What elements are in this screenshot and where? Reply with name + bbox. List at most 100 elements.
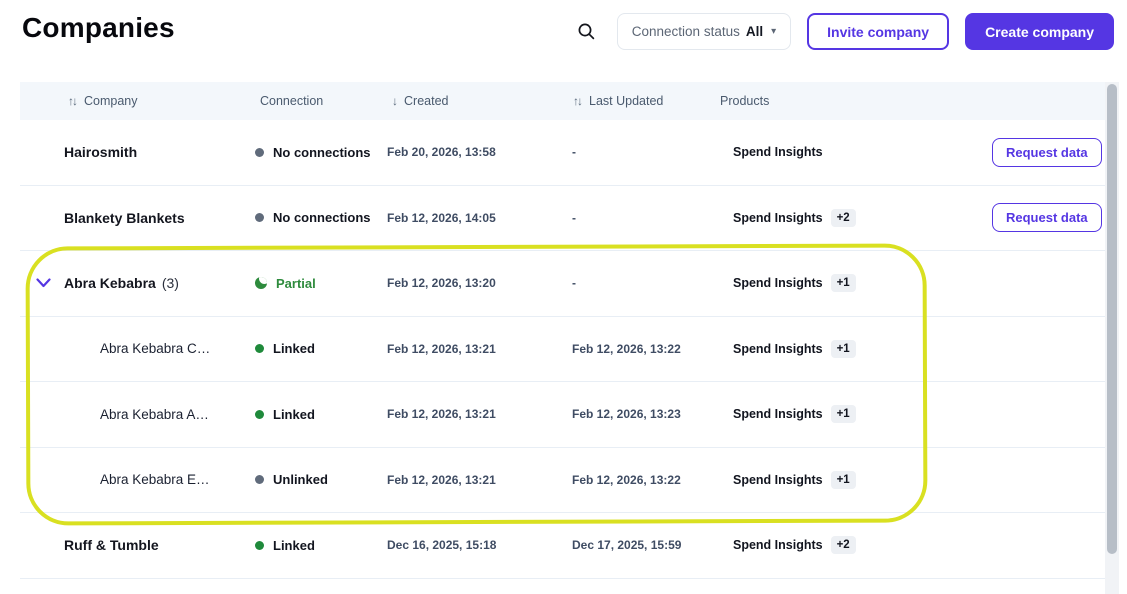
company-name[interactable]: Blankety Blankets [64, 209, 185, 226]
column-label: Connection [260, 94, 324, 108]
product-label: Spend Insights [733, 472, 823, 487]
company-name[interactable]: Abra Kebabra (3) [64, 251, 179, 316]
filter-label: Connection status [631, 24, 740, 39]
company-name-text: Abra Kebabra [64, 275, 156, 292]
products-cell: Spend Insights +1 [733, 251, 856, 316]
chevron-down-icon [35, 278, 51, 288]
sort-both-icon[interactable]: ↑↓ [68, 94, 78, 108]
products-cell: Spend Insights [733, 120, 823, 185]
products-extra-badge: +1 [830, 274, 856, 293]
products-cell: Spend Insights +2 [733, 186, 856, 251]
connection-status: No connections [255, 186, 371, 251]
products-cell: Spend Insights +1 [733, 448, 856, 513]
sort-desc-icon[interactable]: ↓ [392, 94, 398, 108]
created-date: Feb 20, 2026, 13:58 [387, 145, 496, 160]
sort-both-icon[interactable]: ↑↓ [573, 94, 583, 108]
company-name[interactable]: Abra Kebabra A… [100, 406, 209, 422]
status-dot-icon [255, 147, 264, 157]
connection-status: Linked [255, 513, 315, 578]
search-button[interactable] [573, 18, 601, 46]
column-header-products: Products [720, 82, 769, 120]
products-extra-badge: +1 [830, 339, 856, 358]
table-row-abra-kebabra-a[interactable]: Abra Kebabra A… Linked Feb 12, 2026, 13:… [20, 382, 1105, 448]
table-row-abra-kebabra-c[interactable]: Abra Kebabra C… Linked Feb 12, 2026, 13:… [20, 316, 1105, 382]
status-dot-icon [255, 409, 264, 419]
connection-status: Linked [255, 317, 315, 382]
product-label: Spend Insights [733, 407, 823, 422]
status-label: Unlinked [273, 472, 328, 488]
status-label: Linked [273, 341, 315, 357]
status-label: No connections [273, 144, 371, 160]
company-name[interactable]: Abra Kebabra E… [100, 472, 210, 488]
action-cell: Request data [992, 186, 1102, 251]
request-data-button[interactable]: Request data [992, 203, 1102, 233]
table-row-blankety-blankets[interactable]: Blankety Blankets No connections Feb 12,… [20, 185, 1105, 251]
created-date: Feb 12, 2026, 13:21 [387, 341, 496, 356]
last-updated-date: Feb 12, 2026, 13:22 [572, 341, 681, 356]
status-label: Partial [276, 275, 316, 291]
products-cell: Spend Insights +1 [733, 317, 856, 382]
company-name[interactable]: Abra Kebabra C… [100, 341, 211, 357]
last-updated-date: - [572, 145, 576, 160]
expand-collapse-button[interactable] [32, 251, 54, 316]
table-row-abra-kebabra-e[interactable]: Abra Kebabra E… Unlinked Feb 12, 2026, 1… [20, 447, 1105, 513]
connection-status: Partial [255, 251, 316, 316]
action-cell: Request data [992, 120, 1102, 185]
column-header-last-updated[interactable]: ↑↓ Last Updated [573, 82, 663, 120]
last-updated-date: - [572, 276, 576, 291]
product-label: Spend Insights [733, 276, 823, 291]
column-header-connection: Connection [260, 82, 323, 120]
status-label: No connections [273, 210, 371, 226]
request-data-button[interactable]: Request data [992, 137, 1102, 167]
connection-status-filter[interactable]: Connection status All ▾ [616, 13, 792, 50]
invite-company-button[interactable]: Invite company [807, 13, 950, 50]
product-label: Spend Insights [733, 145, 823, 160]
status-dot-icon [255, 475, 264, 485]
chevron-down-icon: ▾ [771, 26, 777, 37]
column-header-created[interactable]: ↓ Created [392, 82, 448, 120]
company-name[interactable]: Ruff & Tumble [64, 537, 159, 554]
toolbar: Connection status All ▾ Invite company C… [573, 13, 1114, 50]
status-label: Linked [273, 537, 315, 553]
products-extra-badge: +1 [830, 470, 856, 489]
search-icon [578, 23, 595, 40]
status-label: Linked [273, 406, 315, 422]
status-dot-icon [255, 540, 264, 550]
product-label: Spend Insights [733, 538, 823, 553]
products-extra-badge: +1 [830, 405, 856, 424]
connection-status: No connections [255, 120, 371, 185]
table-row-ruff-and-tumble[interactable]: Ruff & Tumble Linked Dec 16, 2025, 15:18… [20, 513, 1105, 579]
last-updated-date: Feb 12, 2026, 13:23 [572, 407, 681, 422]
table-header: ↑↓ Company Connection ↓ Created ↑↓ Last … [20, 82, 1105, 120]
product-label: Spend Insights [733, 341, 823, 356]
column-label: Company [84, 94, 138, 108]
created-date: Feb 12, 2026, 13:20 [387, 276, 496, 291]
created-date: Feb 12, 2026, 14:05 [387, 210, 496, 225]
scrollbar-track[interactable] [1105, 82, 1119, 594]
table-row-abra-kebabra[interactable]: Abra Kebabra (3) Partial Feb 12, 2026, 1… [20, 251, 1105, 317]
column-label: Products [720, 94, 770, 108]
column-label: Created [404, 94, 449, 108]
company-name[interactable]: Hairosmith [64, 144, 138, 161]
created-date: Feb 12, 2026, 13:21 [387, 407, 496, 422]
companies-table: ↑↓ Company Connection ↓ Created ↑↓ Last … [20, 82, 1105, 579]
create-company-button[interactable]: Create company [965, 13, 1114, 50]
connection-status: Linked [255, 382, 315, 447]
product-label: Spend Insights [733, 210, 823, 225]
scrollbar-thumb[interactable] [1107, 84, 1117, 554]
table-row-hairosmith[interactable]: Hairosmith No connections Feb 20, 2026, … [20, 120, 1105, 186]
column-label: Last Updated [589, 94, 664, 108]
status-dot-icon [255, 213, 264, 223]
page-title: Companies [22, 12, 175, 43]
filter-value: All [745, 24, 764, 39]
products-extra-badge: +2 [830, 208, 856, 227]
last-updated-date: - [572, 210, 576, 225]
subsidiary-count: (3) [161, 275, 179, 292]
column-header-company[interactable]: ↑↓ Company [68, 82, 138, 120]
connection-status: Unlinked [255, 448, 328, 513]
last-updated-date: Feb 12, 2026, 13:22 [572, 472, 681, 487]
partial-status-icon [255, 277, 267, 290]
products-cell: Spend Insights +2 [733, 513, 856, 578]
products-extra-badge: +2 [830, 536, 856, 555]
